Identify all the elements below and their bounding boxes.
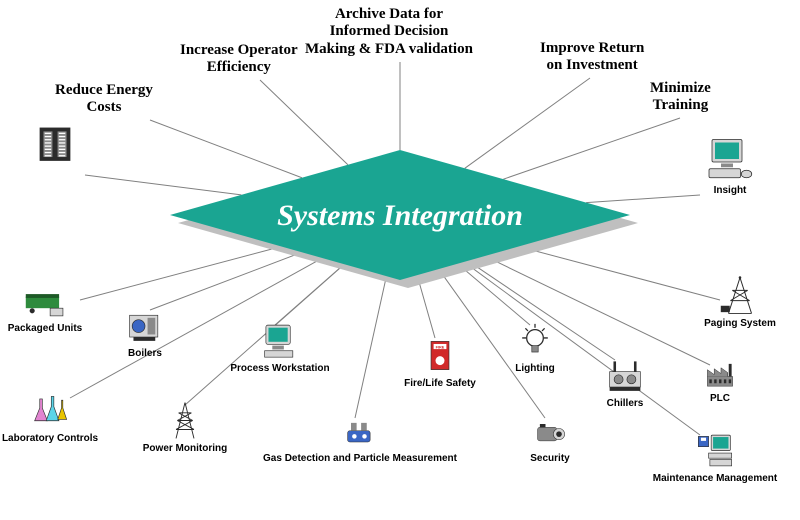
node-fire: FIRE Fire/Life Safety xyxy=(395,335,485,389)
procws-icon xyxy=(252,320,308,361)
node-chillers: Chillers xyxy=(585,355,665,409)
insight-label: Insight xyxy=(680,185,780,196)
node-gas: Gas Detection and Particle Measurement xyxy=(260,415,460,464)
node-security: Security xyxy=(510,415,590,464)
maint-label: Maintenance Management xyxy=(640,473,790,484)
packaged-label: Packaged Units xyxy=(0,323,90,334)
gas-icon xyxy=(332,415,388,451)
node-paging: Paging System xyxy=(690,275,790,329)
benefit-1: Increase Operator Efficiency xyxy=(180,42,298,77)
benefit-0: Reduce Energy Costs xyxy=(55,82,153,117)
power-icon xyxy=(157,400,213,441)
node-power: Power Monitoring xyxy=(130,400,240,454)
svg-text:FIRE: FIRE xyxy=(436,345,445,349)
procws-label: Process Workstation xyxy=(225,363,335,374)
security-icon xyxy=(522,415,578,451)
svg-text:Systems Integration: Systems Integration xyxy=(277,199,523,232)
fire-label: Fire/Life Safety xyxy=(395,378,485,389)
boilers-label: Boilers xyxy=(110,348,180,359)
lighting-icon xyxy=(507,320,563,361)
paging-label: Paging System xyxy=(690,318,790,329)
plc-label: PLC xyxy=(680,393,760,404)
maint-icon xyxy=(687,430,743,471)
chillers-icon xyxy=(597,355,653,396)
lab-icon xyxy=(22,390,78,431)
diagram-stage: Systems Integration Reduce Energy Costs I… xyxy=(0,0,800,520)
node-insight: Insight xyxy=(680,135,780,196)
rack-icon xyxy=(27,125,83,166)
insight-icon xyxy=(702,135,758,183)
benefit-2: Archive Data for Informed Decision Makin… xyxy=(305,6,473,58)
node-packaged: Packaged Units xyxy=(0,280,90,334)
security-label: Security xyxy=(510,453,590,464)
chillers-label: Chillers xyxy=(585,398,665,409)
fire-icon: FIRE xyxy=(412,335,468,376)
paging-icon xyxy=(712,275,768,316)
lab-label: Laboratory Controls xyxy=(0,433,100,444)
benefit-4: Minimize Training xyxy=(650,80,711,115)
node-rack xyxy=(25,125,85,166)
plc-icon xyxy=(692,360,748,391)
packaged-icon xyxy=(17,280,73,321)
node-maint: Maintenance Management xyxy=(640,430,790,484)
lighting-label: Lighting xyxy=(500,363,570,374)
power-label: Power Monitoring xyxy=(130,443,240,454)
benefit-3: Improve Return on Investment xyxy=(540,40,644,75)
node-boilers: Boilers xyxy=(110,305,180,359)
boilers-icon xyxy=(117,305,173,346)
node-lighting: Lighting xyxy=(500,320,570,374)
node-plc: PLC xyxy=(680,360,760,404)
node-procws: Process Workstation xyxy=(225,320,335,374)
gas-label: Gas Detection and Particle Measurement xyxy=(260,453,460,464)
node-lab: Laboratory Controls xyxy=(0,390,100,444)
